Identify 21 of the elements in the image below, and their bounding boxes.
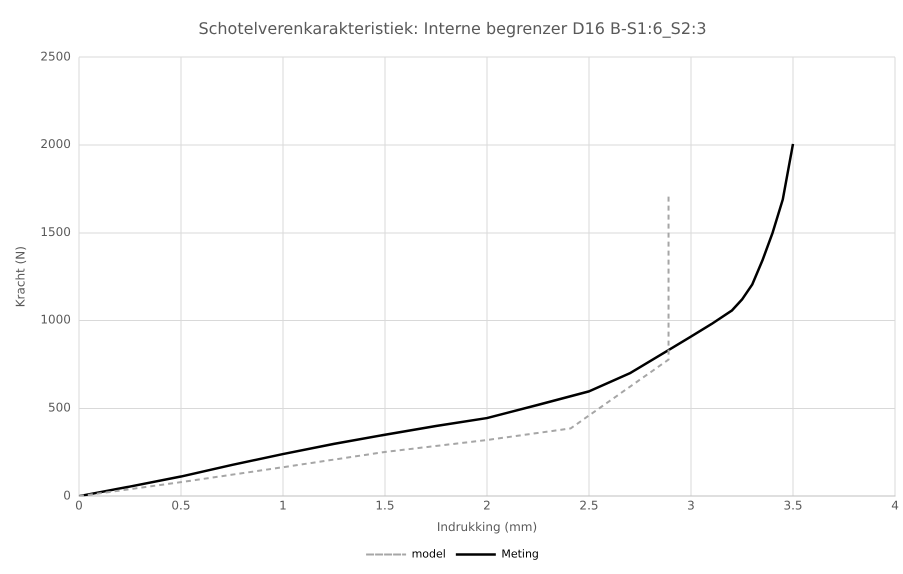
x-tick-label: 0 — [75, 498, 83, 513]
legend-label: Meting — [501, 547, 539, 560]
legend-label: model — [412, 547, 446, 560]
x-tick-label: 1.5 — [375, 498, 395, 513]
x-tick-label: 2.5 — [579, 498, 599, 513]
x-tick-label: 4 — [891, 498, 899, 513]
x-tick-label: 3 — [687, 498, 695, 513]
y-tick-label: 0 — [63, 488, 71, 502]
y-tick-label: 1000 — [40, 312, 71, 327]
y-axis-title: Kracht (N) — [13, 246, 28, 308]
x-axis-title: Indrukking (mm) — [436, 520, 538, 534]
y-tick-label: 2500 — [40, 49, 71, 64]
x-tick-label: 2 — [483, 498, 491, 513]
y-tick-label: 2000 — [40, 137, 71, 152]
line-series — [78, 194, 670, 496]
x-tick-label: 1 — [279, 498, 287, 513]
y-tick-label: 1500 — [40, 224, 71, 239]
x-tick-label: 0.5 — [171, 498, 190, 513]
chart-title: Schotelverenkarakteristiek: Interne begrenzer D16 B-S1:6_S2:3 — [198, 18, 707, 38]
x-tick-label: 3.5 — [783, 498, 803, 513]
y-tick-label: 500 — [48, 400, 71, 415]
